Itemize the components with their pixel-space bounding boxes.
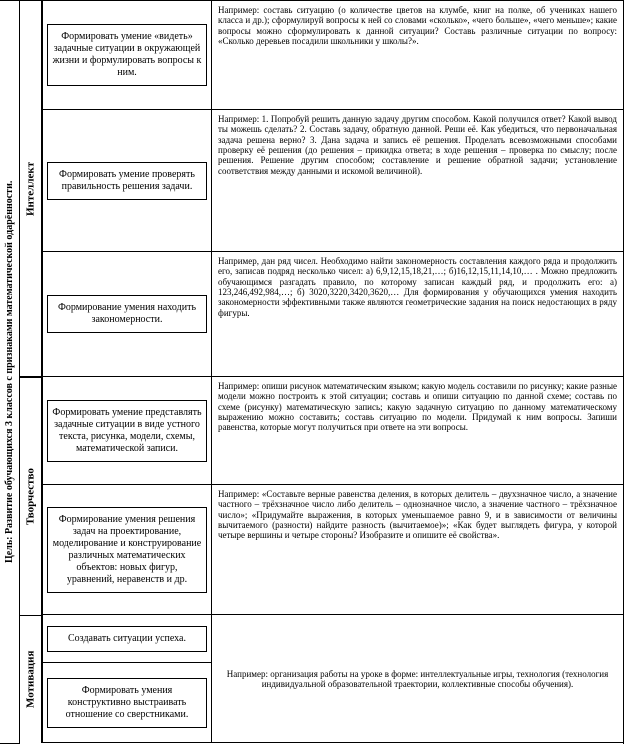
example-cell-merged: Например: организация работы на уроке в … [212,615,623,743]
table-row: Формировать умение представлять задачные… [42,377,623,485]
category-column: ИнтеллектТворчествоМотивация [20,0,42,744]
task-box: Формирование умения решения задач на про… [47,507,207,593]
table-row: Формирование умения решения задач на про… [42,485,623,615]
example-cell: Например: составь ситуацию (о количестве… [212,1,623,109]
task-box: Формирование умения находить закономерно… [47,295,207,333]
example-cell: Например: «Составьте верные равенства де… [212,485,623,614]
task-box: Создавать ситуации успеха. [47,626,207,652]
task-box: Формировать умение представлять задачные… [47,400,207,462]
category-Интеллект: Интеллект [20,0,42,377]
left-cell: Формировать умение «видеть» задачные сит… [42,1,212,109]
left-cell: Создавать ситуации успеха. [42,615,212,662]
example-cell: Например: 1. Попробуй решить данную зада… [212,110,623,251]
left-cell: Формировать умения конструктивно выстраи… [42,663,212,742]
table-row: Формировать умение «видеть» задачные сит… [42,0,623,110]
left-cell: Формирование умения решения задач на про… [42,485,212,614]
category-Творчество: Творчество [20,377,42,615]
example-cell: Например: организация работы на уроке в … [212,615,623,662]
diagram-root: Цель: Развитие обучающихся 3 классов с п… [0,0,624,744]
table-row: Создавать ситуации успеха.Например: орга… [42,615,623,663]
grid: Формировать умение «видеть» задачные сит… [42,0,623,744]
example-cell: Например, дан ряд чисел. Необходимо найт… [212,252,623,376]
table-row: Формирование умения находить закономерно… [42,252,623,377]
left-cell: Формирование умения находить закономерно… [42,252,212,376]
task-box: Формировать умение проверять правильност… [47,162,207,200]
table-row: Формировать умение проверять правильност… [42,110,623,252]
left-cell: Формировать умение проверять правильност… [42,110,212,251]
category-Мотивация: Мотивация [20,615,42,743]
task-box: Формировать умения конструктивно выстраи… [47,678,207,728]
goal-title: Цель: Развитие обучающихся 3 классов с п… [0,0,20,744]
example-cell: Например: опиши рисунок математическим я… [212,377,623,484]
left-cell: Формировать умение представлять задачные… [42,377,212,484]
task-box: Формировать умение «видеть» задачные сит… [47,24,207,86]
